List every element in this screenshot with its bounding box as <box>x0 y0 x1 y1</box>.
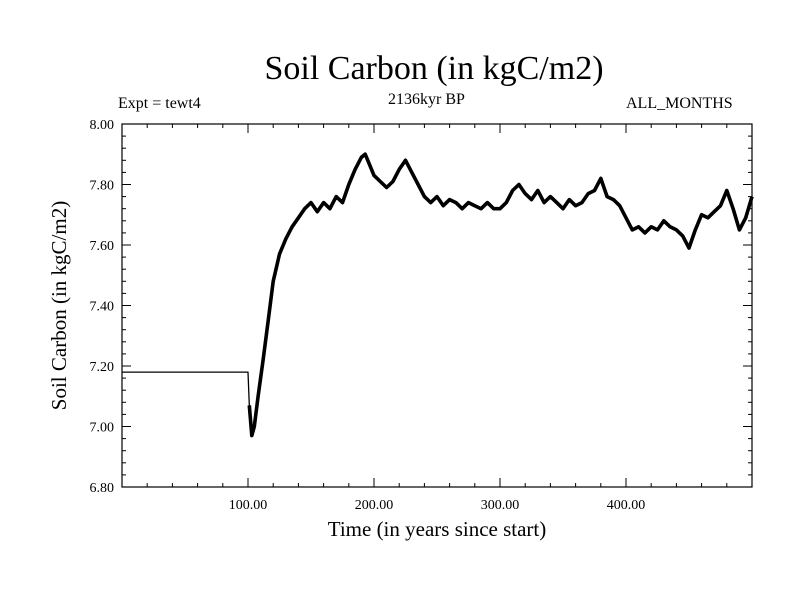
y-tick-label: 6.80 <box>90 481 115 496</box>
plot-frame <box>121 123 753 488</box>
x-tick-label: 200.00 <box>355 498 394 513</box>
period-label: 2136kyr BP <box>388 91 465 108</box>
y-axis-label: Soil Carbon (in kgC/m2) <box>47 201 71 410</box>
experiment-label: Expt = tewt4 <box>118 95 201 112</box>
y-tick-label: 7.40 <box>90 300 115 315</box>
y-tick-label: 7.20 <box>90 360 115 375</box>
x-tick-label: 300.00 <box>481 498 520 513</box>
series-noise-band <box>247 152 754 438</box>
y-tick-label: 7.80 <box>90 179 115 194</box>
chart-title: Soil Carbon (in kgC/m2) <box>264 50 604 87</box>
x-axis-label: Time (in years since start) <box>328 517 547 541</box>
x-tick-label: 100.00 <box>229 498 268 513</box>
y-tick-label: 7.00 <box>90 421 115 436</box>
y-tick-label: 8.00 <box>90 118 115 133</box>
y-tick-label: 7.60 <box>90 239 115 254</box>
x-tick-label: 400.00 <box>607 498 646 513</box>
months-label: ALL_MONTHS <box>626 95 733 112</box>
